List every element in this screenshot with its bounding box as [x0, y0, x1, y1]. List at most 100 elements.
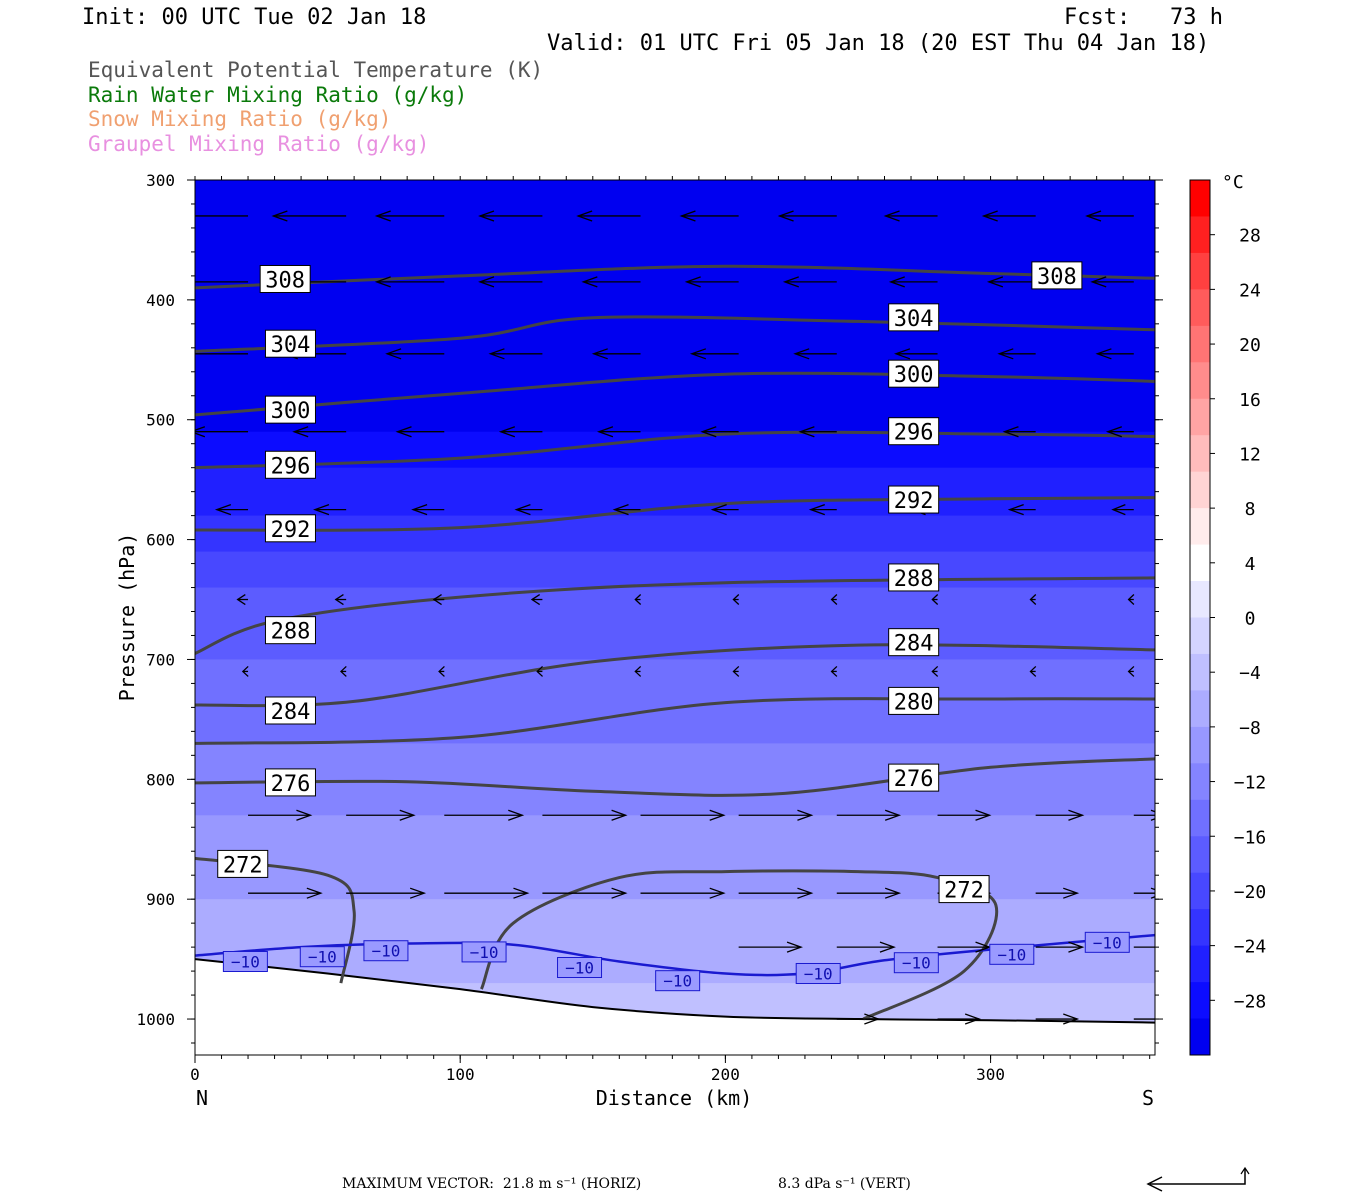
svg-text:288: 288	[894, 567, 934, 592]
svg-text:284: 284	[894, 632, 934, 657]
colorbar-swatch	[1190, 945, 1210, 983]
wind-vector	[836, 887, 902, 899]
wind-vector	[679, 210, 739, 222]
wind-vector	[1002, 426, 1036, 438]
colorbar-swatch	[1190, 982, 1210, 1020]
colorbar-unit: °C	[1222, 172, 1244, 193]
init-time: Init: 00 UTC Tue 02 Jan 18	[82, 5, 427, 30]
wind-vector	[271, 210, 347, 222]
wind-vector	[1105, 426, 1134, 438]
south-label: S	[1142, 1086, 1154, 1110]
wind-vector	[346, 809, 416, 821]
colorbar-label: 0	[1245, 609, 1256, 630]
contour-label-304: 304	[264, 329, 316, 358]
wind-vector	[576, 210, 641, 222]
wind-vector	[292, 426, 347, 438]
svg-text:296: 296	[894, 421, 934, 446]
contour-label-272: 272	[938, 875, 990, 904]
wind-vector	[931, 665, 939, 677]
colorbar-swatch	[1190, 544, 1210, 582]
wind-vector	[883, 210, 938, 222]
wind-vector	[640, 887, 726, 899]
contour-label-272: 272	[217, 849, 269, 878]
temperature-band	[195, 767, 1155, 780]
wind-vector	[1133, 1018, 1155, 1020]
wind-vector	[214, 504, 249, 516]
svg-text:272: 272	[944, 879, 984, 904]
temperature-band	[195, 611, 1155, 624]
svg-text:−10: −10	[997, 945, 1026, 964]
wind-vector	[530, 593, 543, 606]
wind-vector	[542, 809, 628, 821]
svg-text:304: 304	[894, 307, 934, 332]
wind-vector	[195, 281, 249, 283]
wind-vector	[1127, 594, 1135, 605]
wind-vector	[1035, 1013, 1080, 1025]
temperature-band	[195, 347, 1155, 361]
wind-vector	[1090, 276, 1134, 288]
wind-vector	[195, 353, 249, 355]
svg-text:300: 300	[894, 363, 934, 388]
wind-vector	[1029, 594, 1037, 605]
contour-label-288: 288	[888, 563, 940, 592]
wind-vector	[798, 426, 837, 438]
valid-time: Valid: 01 UTC Fri 05 Jan 18 (20 EST Thu …	[547, 31, 1210, 56]
colorbar-swatch	[1190, 909, 1210, 947]
colorbar-label: −28	[1234, 991, 1267, 1012]
isotherm-label: −10	[1084, 931, 1130, 953]
wind-vector	[836, 809, 902, 821]
y-tick-label: 400	[146, 291, 175, 310]
colorbar-swatch	[1190, 362, 1210, 400]
wind-vector	[836, 1013, 881, 1025]
y-axis-label: Pressure (hPa)	[115, 533, 139, 702]
legend-theta-e: Equivalent Potential Temperature (K)	[88, 58, 544, 82]
north-label: N	[196, 1086, 208, 1110]
svg-text:308: 308	[265, 268, 305, 293]
isotherm-label: −10	[222, 951, 268, 973]
underground-area	[195, 959, 1155, 1055]
theta-e-contour-272	[480, 869, 999, 1021]
colorbar-swatch	[1190, 216, 1210, 254]
x-tick-label: 0	[190, 1065, 200, 1084]
svg-text:−10: −10	[902, 954, 931, 973]
wind-vector	[634, 594, 642, 605]
svg-text:−10: −10	[565, 959, 594, 978]
colorbar-swatch	[1190, 799, 1210, 837]
contour-label-280: 280	[888, 686, 940, 715]
temperature-band	[195, 299, 1155, 313]
contour-label-284: 284	[264, 696, 316, 725]
wind-vector	[738, 887, 814, 899]
wind-vector	[542, 887, 628, 899]
temperature-band	[195, 743, 1155, 756]
isotherm-label: −10	[655, 970, 701, 992]
temperature-band	[195, 875, 1155, 888]
wind-vector	[640, 809, 726, 821]
svg-text:292: 292	[894, 489, 934, 514]
colorbar-swatch	[1190, 581, 1210, 618]
y-tick-label: 900	[146, 890, 175, 909]
colorbar-swatch	[1190, 690, 1210, 728]
colorbar-label: −12	[1234, 773, 1267, 794]
theta-e-contour-308	[195, 264, 1155, 290]
colorbar-label: 12	[1239, 444, 1261, 465]
wind-vector	[596, 426, 641, 438]
temperature-band	[195, 899, 1155, 912]
svg-text:−10: −10	[308, 948, 337, 967]
isotherm-label: −10	[795, 962, 841, 984]
colorbar-label: −8	[1239, 718, 1261, 739]
temperature-band	[195, 911, 1155, 924]
temperature-band	[195, 731, 1155, 744]
temperature-band	[195, 863, 1155, 876]
temperature-band	[195, 479, 1155, 493]
temperature-band	[195, 203, 1155, 217]
colorbar-label: 16	[1239, 390, 1261, 411]
wind-vector	[411, 504, 445, 516]
wind-vector	[1085, 210, 1134, 222]
wind-vector	[997, 348, 1036, 360]
wind-vector	[581, 276, 641, 288]
temperature-band	[195, 395, 1155, 409]
isotherm-label: −10	[299, 946, 345, 968]
temperature-band	[195, 467, 1155, 481]
theta-e-contour-280	[195, 697, 1155, 745]
colorbar-swatch	[1190, 1018, 1210, 1056]
